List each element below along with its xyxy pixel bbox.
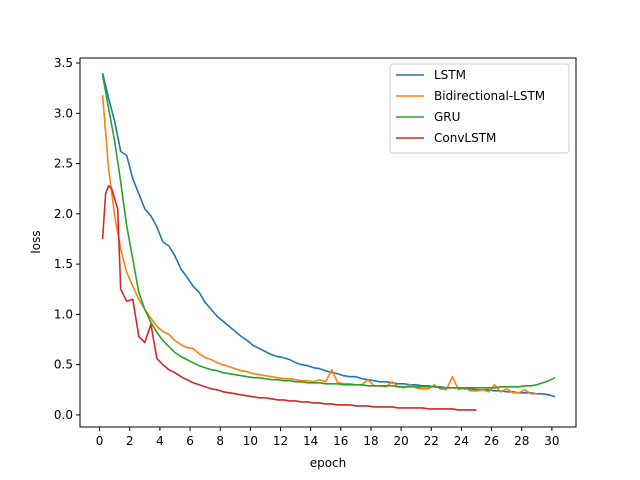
x-tick-label: 24 bbox=[454, 434, 469, 448]
x-tick-label: 16 bbox=[333, 434, 348, 448]
x-tick-label: 18 bbox=[363, 434, 378, 448]
legend: LSTM Bidirectional-LSTM GRU ConvLSTM bbox=[389, 63, 570, 154]
y-axis-label: loss bbox=[29, 230, 43, 253]
x-axis-label: epoch bbox=[310, 456, 347, 470]
y-tick-label: 1.0 bbox=[54, 307, 73, 321]
plot-frame bbox=[79, 57, 577, 428]
legend-label: LSTM bbox=[434, 68, 466, 82]
x-axis: 0 2 4 6 8 10 12 14 16 18 20 22 24 26 28 30 bbox=[96, 427, 560, 448]
series-layer bbox=[101, 72, 556, 411]
x-tick-label: 4 bbox=[156, 434, 164, 448]
legend-box bbox=[389, 63, 570, 154]
x-tick-label: 28 bbox=[514, 434, 529, 448]
series-line-gru bbox=[101, 74, 556, 389]
y-tick-label: 2.5 bbox=[54, 157, 73, 171]
x-tick-label: 30 bbox=[544, 434, 559, 448]
x-tick-label: 10 bbox=[243, 434, 258, 448]
x-tick-label: 6 bbox=[186, 434, 194, 448]
y-axis: 0.0 0.5 1.0 1.5 2.0 2.5 3.0 3.5 bbox=[54, 56, 80, 422]
x-tick-label: 22 bbox=[424, 434, 439, 448]
legend-label: ConvLSTM bbox=[434, 131, 496, 145]
legend-label: Bidirectional-LSTM bbox=[434, 89, 545, 103]
y-tick-label: 0.5 bbox=[54, 358, 73, 372]
y-tick-label: 2.0 bbox=[54, 207, 73, 221]
y-tick-label: 0.0 bbox=[54, 408, 73, 422]
x-tick-label: 2 bbox=[126, 434, 134, 448]
x-tick-label: 26 bbox=[484, 434, 499, 448]
legend-label: GRU bbox=[434, 110, 460, 124]
x-tick-label: 0 bbox=[96, 434, 104, 448]
series-line-convlstm bbox=[101, 184, 477, 411]
y-tick-label: 3.5 bbox=[54, 56, 73, 70]
x-tick-label: 20 bbox=[393, 434, 408, 448]
x-tick-label: 8 bbox=[216, 434, 224, 448]
x-tick-label: 14 bbox=[303, 434, 318, 448]
x-tick-label: 12 bbox=[273, 434, 288, 448]
y-tick-label: 1.5 bbox=[54, 257, 73, 271]
y-tick-label: 3.0 bbox=[54, 106, 73, 120]
